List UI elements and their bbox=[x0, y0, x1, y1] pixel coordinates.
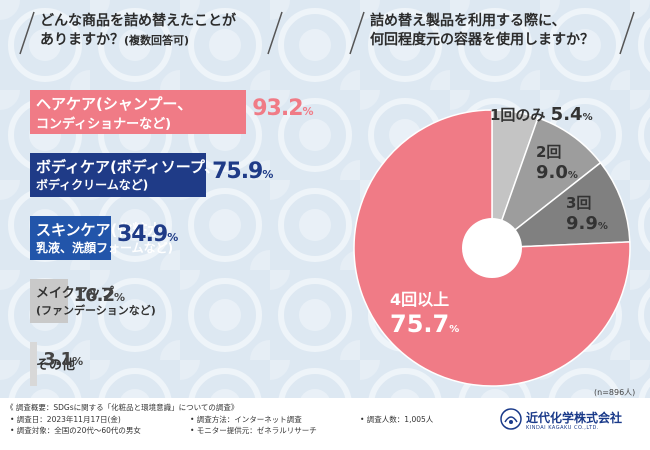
bar-value-num: 75.9 bbox=[212, 159, 263, 184]
bar-label-line2: ボディクリームなど) bbox=[36, 178, 149, 192]
bar-skincare: スキンケア(化粧水、 乳液、洗顔フォームなど) bbox=[30, 216, 177, 260]
pie-label-num: 9.0 bbox=[536, 162, 568, 183]
pie-label-unit: % bbox=[567, 170, 578, 181]
bar-value-haircare: 93.2% bbox=[252, 96, 313, 121]
pie-label-num: 5.4 bbox=[550, 104, 583, 125]
bar-value-num: 93.2 bbox=[252, 96, 303, 121]
pie-slice-thrice bbox=[489, 161, 631, 249]
bar-value-num: 3.1 bbox=[43, 349, 73, 370]
bar-other: その他 bbox=[30, 342, 75, 386]
bar-label-line2: コンディショナーなど) bbox=[36, 117, 172, 132]
donut-chart bbox=[353, 109, 631, 387]
bar-makeup: メイクアップ (ファンデーションなど) bbox=[30, 279, 156, 323]
bar-label-line1: スキンケア(化粧水、 bbox=[36, 221, 178, 239]
left-question-note: (複数回答可) bbox=[124, 34, 190, 47]
pie-label-thrice: 3回 9.9% bbox=[566, 192, 608, 234]
sample-size-note: (n=896人) bbox=[594, 388, 636, 397]
survey-target: • 調査対象：全国の20代～60代の男女 bbox=[10, 426, 141, 435]
survey-count: • 調査人数：1,005人 bbox=[360, 415, 434, 424]
survey-method: • 調査方法：インターネット調査 bbox=[190, 415, 302, 424]
bar-label-line1: ヘアケア(シャンプー、 bbox=[36, 95, 193, 113]
bar-value-skincare: 34.9% bbox=[117, 222, 178, 247]
bar-label-line1: その他 bbox=[36, 358, 76, 373]
pie-label-unit: % bbox=[449, 324, 460, 335]
right-slash-icon bbox=[349, 11, 365, 55]
left-slash-icon bbox=[19, 11, 35, 55]
right-question-line1: 詰め替え製品を利用する際に、 bbox=[370, 13, 566, 29]
left-slash-end-icon bbox=[267, 11, 283, 55]
pie-label-unit: % bbox=[597, 221, 608, 232]
bar-value-unit: % bbox=[114, 291, 126, 304]
footer: 《 調査概要：SDGsに関する「化粧品と環境意識」についての調査》 • 調査日：… bbox=[0, 398, 650, 450]
left-question: どんな商品を詰め替えたことが ありますか？(複数回答可) bbox=[40, 12, 236, 50]
right-question-line2: 何回程度元の容器を使用しますか？ bbox=[370, 32, 594, 48]
pie-label-twice: 2回 9.0% bbox=[536, 141, 578, 183]
bar-value-bodycare: 75.9% bbox=[212, 159, 273, 184]
company-logo-icon bbox=[500, 408, 522, 430]
donut-hole bbox=[462, 218, 522, 278]
bar-value-unit: % bbox=[72, 355, 84, 368]
pie-label-four-plus: 4回以上 75.7% bbox=[390, 286, 459, 338]
bar-value-unit: % bbox=[262, 168, 274, 181]
pie-label-num: 75.7 bbox=[390, 310, 450, 338]
pie-label-text: 1回のみ bbox=[490, 106, 546, 124]
left-question-line2: ありますか？ bbox=[40, 32, 124, 48]
bar-value-unit: % bbox=[167, 231, 179, 244]
bar-value-makeup: 16.2% bbox=[74, 285, 125, 306]
pie-label-unit: % bbox=[582, 112, 593, 123]
bar-label-line2: (ファンデーションなど) bbox=[36, 304, 156, 317]
pie-label-text: 3回 bbox=[566, 194, 592, 212]
bar-bodycare: ボディケア(ボディソープ、 ボディクリームなど) bbox=[30, 153, 219, 197]
survey-overview: 《 調査概要：SDGsに関する「化粧品と環境意識」についての調査》 bbox=[6, 403, 239, 412]
survey-provider: • モニター提供元：ゼネラルリサーチ bbox=[190, 426, 317, 435]
survey-date: • 調査日：2023年11月17日(金) bbox=[10, 415, 121, 424]
bar-value-num: 16.2 bbox=[73, 285, 115, 306]
right-question: 詰め替え製品を利用する際に、 何回程度元の容器を使用しますか？ bbox=[370, 12, 594, 50]
pie-slice-four-plus bbox=[353, 109, 631, 387]
left-question-line1: どんな商品を詰め替えたことが bbox=[40, 13, 236, 29]
pie-label-num: 9.9 bbox=[566, 213, 598, 234]
pie-label-text: 4回以上 bbox=[390, 290, 450, 309]
bar-haircare: ヘアケア(シャンプー、 コンディショナーなど) bbox=[30, 90, 247, 134]
pie-label-once: 1回のみ 5.4% bbox=[490, 104, 593, 125]
bar-label-line2: 乳液、洗顔フォームなど) bbox=[36, 241, 174, 255]
bar-value-num: 34.9 bbox=[116, 222, 168, 247]
company-name-en: KINDAI KAGAKU CO.,LTD. bbox=[526, 425, 599, 431]
bar-label-line1: メイクアップ bbox=[36, 286, 114, 301]
right-slash-end-icon bbox=[619, 11, 635, 55]
bar-value-unit: % bbox=[302, 105, 314, 118]
pie-label-text: 2回 bbox=[536, 143, 562, 161]
bar-label-line1: ボディケア(ボディソープ、 bbox=[36, 158, 220, 176]
bar-value-other: 3.1% bbox=[43, 349, 83, 370]
company-name: 近代化学株式会社 bbox=[526, 411, 623, 425]
